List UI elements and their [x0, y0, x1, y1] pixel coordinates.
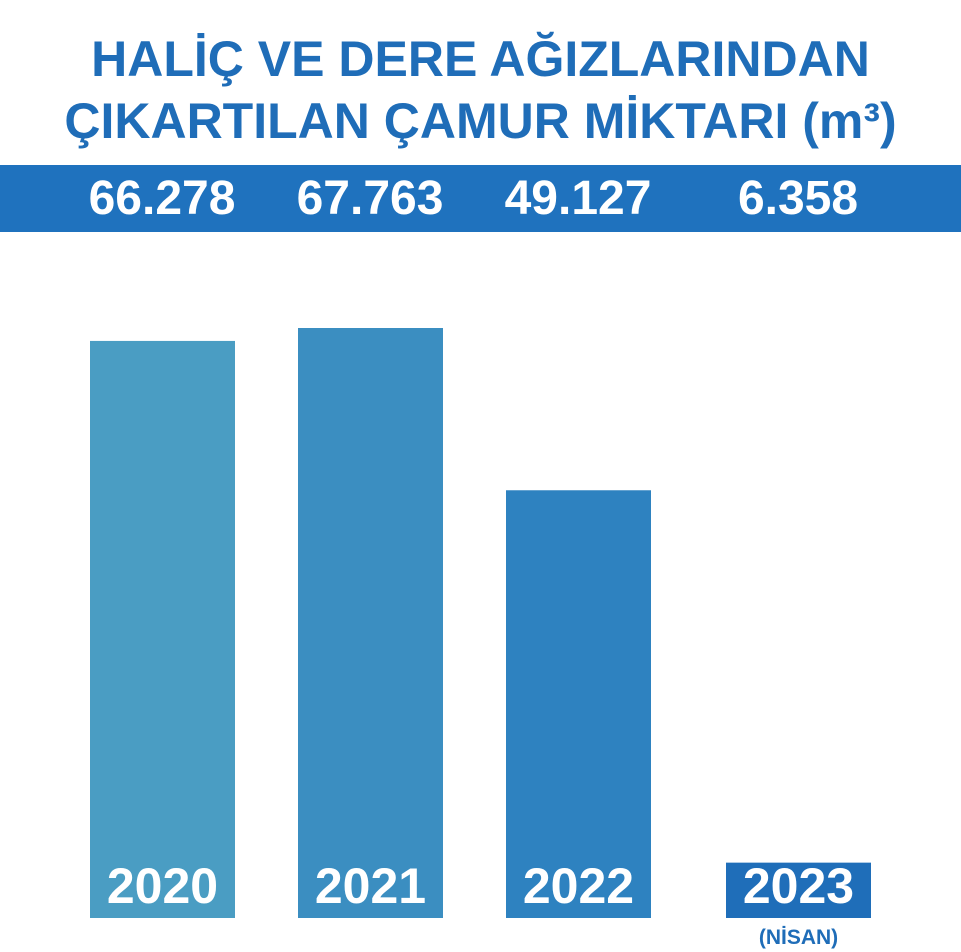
bar-2021 — [298, 328, 443, 918]
title-line-1: HALİÇ VE DERE AĞIZLARINDAN — [91, 31, 870, 87]
value-band: 66.278 67.763 49.127 6.358 — [0, 165, 961, 232]
value-label-2023: 6.358 — [737, 172, 859, 225]
bar-2023 — [726, 862, 871, 918]
year-label-2020: 2020 — [107, 858, 218, 914]
year-label-2023: 2023 — [743, 858, 854, 914]
value-label-2022: 49.127 — [504, 172, 652, 225]
bar-2020 — [90, 340, 235, 918]
title-line-2: ÇIKARTILAN ÇAMUR MİKTARI (m³) — [64, 93, 897, 149]
value-label-2021: 67.763 — [296, 172, 444, 225]
category-note-2023: (NİSAN) — [759, 926, 838, 949]
year-label-2021: 2021 — [315, 858, 426, 914]
value-label-2020: 66.278 — [88, 172, 236, 225]
bar-2022 — [506, 490, 651, 918]
chart-title: HALİÇ VE DERE AĞIZLARINDAN ÇIKARTILAN ÇA… — [0, 28, 961, 152]
year-label-2022: 2022 — [523, 858, 634, 914]
